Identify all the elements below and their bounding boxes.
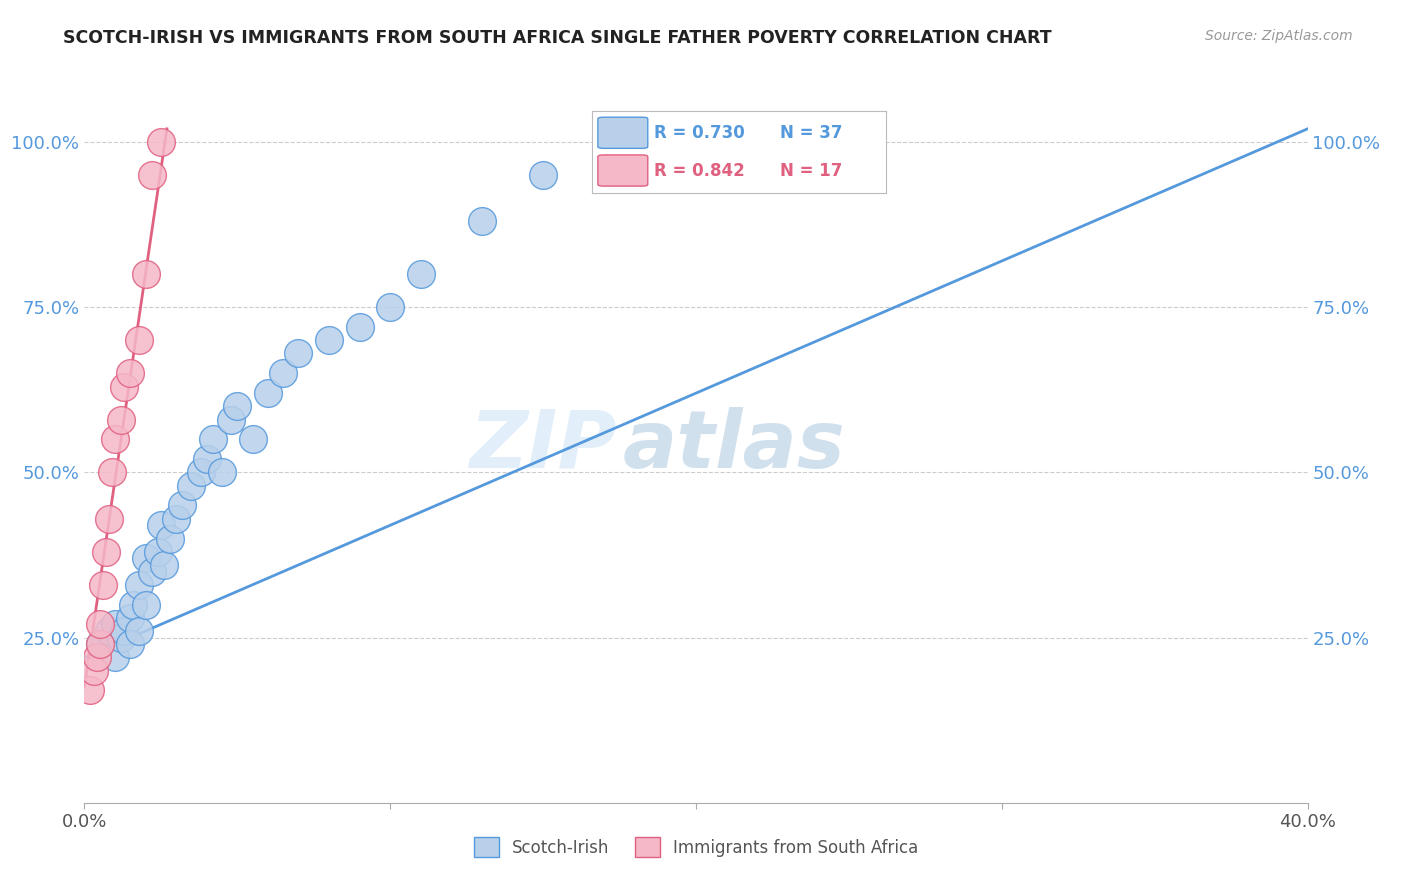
Point [165,511,187,525]
Point [257,386,280,401]
Point [122,598,145,612]
Point [149,518,172,533]
Point [141,565,163,579]
Point [120,367,142,381]
Point [97,624,120,638]
Point [104,617,127,632]
Text: Source: ZipAtlas.com: Source: ZipAtlas.com [1205,29,1353,43]
Point [226,400,249,414]
Point [101,466,124,480]
Point [83,664,105,678]
Point [271,367,294,381]
Point [110,631,132,645]
Point [149,135,172,149]
Text: ZIP: ZIP [470,407,616,485]
Point [89,637,111,651]
Point [110,412,132,426]
Point [409,267,432,281]
Point [97,511,120,525]
Point [153,558,176,572]
Point [211,466,233,480]
Point [180,478,202,492]
Point [91,578,114,592]
Point [128,578,150,592]
Point [94,545,117,559]
Text: atlas: atlas [623,407,845,485]
Text: SCOTCH-IRISH VS IMMIGRANTS FROM SOUTH AFRICA SINGLE FATHER POVERTY CORRELATION C: SCOTCH-IRISH VS IMMIGRANTS FROM SOUTH AF… [63,29,1052,46]
Point [135,598,157,612]
Point [104,433,127,447]
Point [112,379,135,393]
Point [287,346,309,360]
Point [104,650,127,665]
Legend: Scotch-Irish, Immigrants from South Africa: Scotch-Irish, Immigrants from South Afri… [465,829,927,866]
Point [190,466,212,480]
Point [349,320,371,334]
Point [79,683,101,698]
Point [89,637,111,651]
Point [135,267,157,281]
Point [128,333,150,347]
Point [141,168,163,182]
Point [172,499,194,513]
Point [120,611,142,625]
Point [89,617,111,632]
Point [195,452,218,467]
Point [242,433,264,447]
Point [112,624,135,638]
Point [201,433,224,447]
Point [318,333,340,347]
Point [380,300,402,314]
Point [531,168,554,182]
Point [120,637,142,651]
Point [86,650,108,665]
Point [146,545,169,559]
Point [135,551,157,566]
Point [159,532,181,546]
Point [128,624,150,638]
Point [471,214,494,228]
Point [219,412,242,426]
